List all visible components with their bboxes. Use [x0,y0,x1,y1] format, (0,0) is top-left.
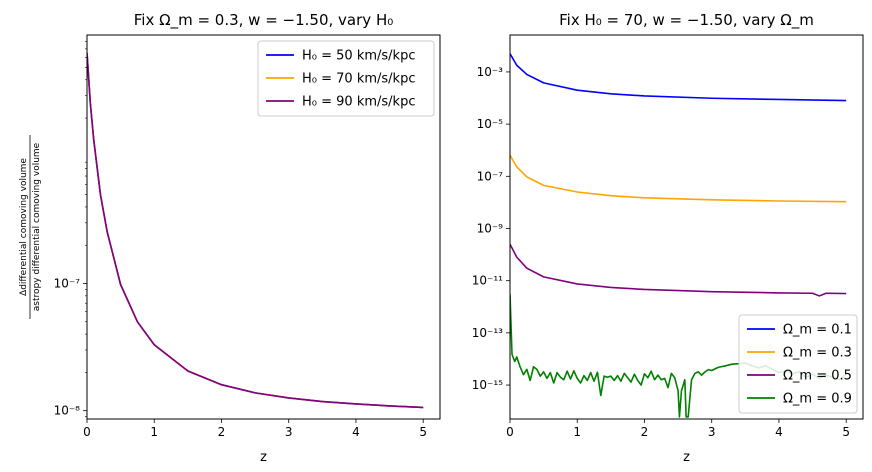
y-tick-label: 10⁻¹⁵ [472,378,503,392]
right-panel-title: Fix H₀ = 70, w = −1.50, vary Ω_m [559,11,814,30]
x-tick-label: 4 [775,425,783,439]
x-tick-label: 5 [842,425,850,439]
x-tick-label: 1 [573,425,581,439]
left-panel-x-axis-label: z [260,450,267,465]
legend-entry-label: Ω_m = 0.5 [783,369,852,384]
x-tick-label: 1 [150,425,158,439]
left-panel-title: Fix Ω_m = 0.3, w = −1.50, vary H₀ [134,11,393,30]
legend-entry-label: H₀ = 70 km/s/kpc [302,72,415,87]
y-axis-label-denominator: astropy differential comoving volume [32,142,42,311]
legend-box [738,314,858,414]
y-tick-label: 10⁻³ [477,65,504,79]
legend-box [257,40,435,117]
x-tick-label: 5 [419,425,427,439]
y-tick-label: 10⁻¹¹ [472,274,503,288]
y-tick-label: 10⁻⁷ [54,277,81,291]
right-panel-x-axis-label: z [683,450,690,465]
x-tick-label: 3 [708,425,716,439]
left-panel-legend: H₀ = 50 km/s/kpc H₀ = 70 km/s/kpc H₀ = 90 … [257,40,435,117]
x-tick-label: 3 [285,425,293,439]
x-tick-label: 0 [506,425,514,439]
left-panel-y-axis-label: Δdifferential comoving volume astropy di… [19,135,42,319]
x-tick-label: 2 [218,425,226,439]
series-line-2 [510,243,847,297]
y-tick-label: 10⁻⁷ [477,169,504,183]
right-panel-plot-frame [509,34,864,420]
x-tick-label: 0 [83,425,91,439]
y-tick-label: 10⁻⁵ [477,117,504,131]
y-tick-label: 10⁻⁹ [477,221,504,235]
left-panel-plot-frame [86,34,441,420]
left-panel: Fix Ω_m = 0.3, w = −1.50, vary H₀ Δdiffe… [19,11,441,465]
x-tick-label: 4 [352,425,360,439]
series-line-0 [510,53,847,102]
legend-entry-label: H₀ = 90 km/s/kpc [302,95,415,110]
legend-entry-label: Ω_m = 0.9 [783,392,852,407]
x-tick-label: 2 [641,425,649,439]
legend-entry-label: Ω_m = 0.1 [783,323,852,338]
y-tick-label: 10⁻⁸ [54,404,81,418]
right-panel: Fix H₀ = 70, w = −1.50, vary Ω_m z 0 1 2 3 4… [472,11,864,465]
y-axis-label-numerator: Δdifferential comoving volume [19,158,29,296]
right-panel-legend: Ω_m = 0.1 Ω_m = 0.3 Ω_m = 0.5 Ω_m = 0.9 [738,314,858,414]
legend-entry-label: Ω_m = 0.3 [783,346,852,361]
legend-entry-label: H₀ = 50 km/s/kpc [302,49,415,64]
y-tick-label: 10⁻¹³ [472,326,503,340]
series-line-2 [87,52,424,409]
series-line-1 [510,154,847,203]
